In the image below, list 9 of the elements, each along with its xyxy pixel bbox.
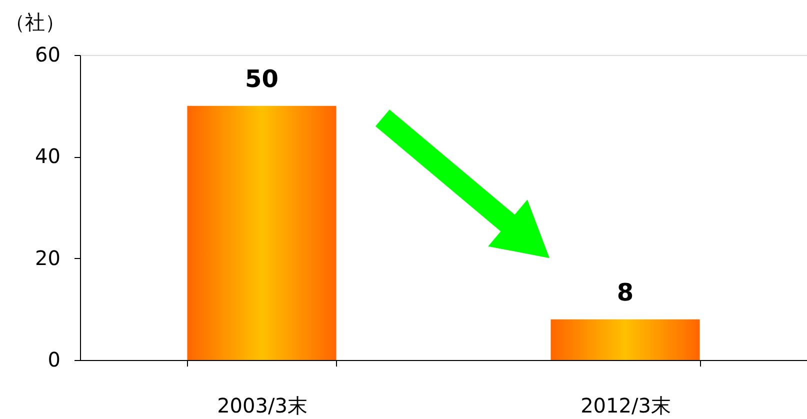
data-label: 8 <box>616 278 634 306</box>
x-tick-label: 2003/3末 <box>217 394 308 418</box>
data-label: 50 <box>245 64 278 93</box>
y-tick-label: 20 <box>35 246 60 270</box>
y-tick-label: 0 <box>48 348 60 372</box>
y-tick-label: 60 <box>35 42 60 66</box>
x-tick-label: 2012/3末 <box>580 394 671 418</box>
y-axis-title: （社） <box>5 10 65 34</box>
y-tick-label: 40 <box>35 144 60 168</box>
